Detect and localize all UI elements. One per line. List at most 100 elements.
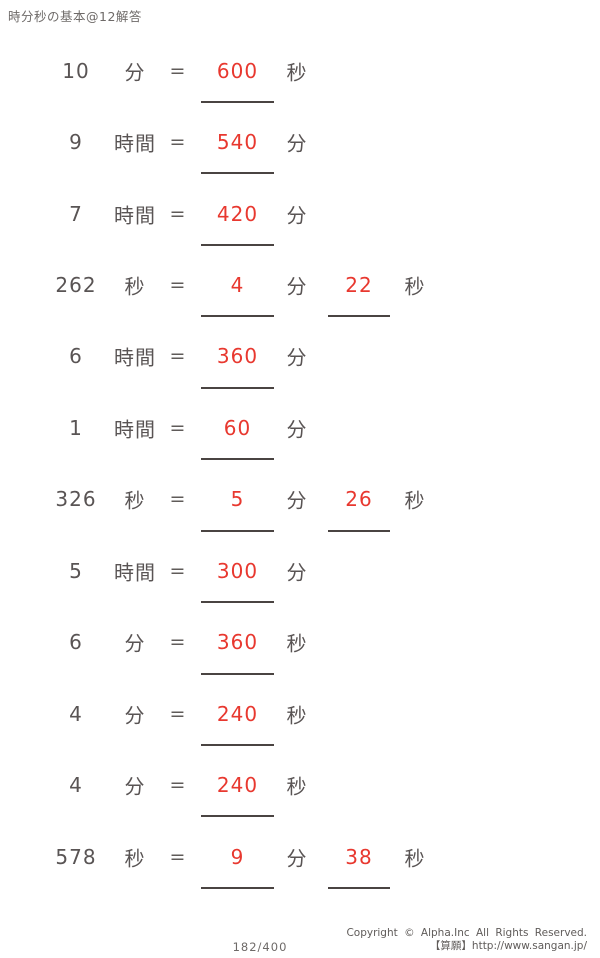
answer-unit: 秒 bbox=[286, 631, 308, 656]
problem-unit: 時間 bbox=[114, 203, 156, 228]
problem-value: 6 bbox=[69, 630, 83, 655]
answer-underline bbox=[201, 672, 274, 675]
problem-value: 262 bbox=[55, 273, 97, 298]
equals-sign: = bbox=[169, 59, 187, 82]
answer-underline bbox=[201, 815, 274, 818]
answer-value: 420 bbox=[216, 201, 259, 226]
answer-unit: 分 bbox=[286, 560, 308, 585]
answer-unit: 秒 bbox=[286, 774, 308, 799]
problem-value: 1 bbox=[69, 415, 83, 440]
problem-unit: 時間 bbox=[114, 345, 156, 370]
page-number: 182/400 bbox=[232, 940, 288, 954]
problem-row: 578 秒 = 9 分 38 秒 bbox=[0, 821, 600, 892]
problem-value: 326 bbox=[55, 487, 97, 512]
answer-underline-2 bbox=[328, 315, 390, 318]
problem-unit: 時間 bbox=[114, 417, 156, 442]
problem-row: 4 分 = 240 秒 bbox=[0, 678, 600, 749]
answer-underline bbox=[201, 886, 274, 889]
problem-row: 7 時間 = 420 分 bbox=[0, 178, 600, 249]
problem-row: 5 時間 = 300 分 bbox=[0, 535, 600, 606]
equals-sign: = bbox=[169, 345, 187, 368]
equals-sign: = bbox=[169, 631, 187, 654]
problem-value: 9 bbox=[69, 130, 83, 155]
copyright-notice: Copyright © Alpha.Inc All Rights Reserve… bbox=[346, 927, 587, 952]
answer-value: 600 bbox=[216, 58, 259, 83]
answer-value-2: 22 bbox=[345, 273, 373, 298]
answer-unit: 秒 bbox=[286, 703, 308, 728]
problem-row: 1 時間 = 60 分 bbox=[0, 392, 600, 463]
answer-value-2: 26 bbox=[345, 487, 373, 512]
problem-value: 10 bbox=[62, 58, 90, 83]
answer-unit-2: 秒 bbox=[404, 488, 426, 513]
problem-row: 6 時間 = 360 分 bbox=[0, 321, 600, 392]
problem-value: 5 bbox=[69, 558, 83, 583]
answer-value: 60 bbox=[223, 415, 252, 440]
answer-unit: 分 bbox=[286, 846, 308, 871]
problem-row: 6 分 = 360 秒 bbox=[0, 607, 600, 678]
answer-unit-2: 秒 bbox=[404, 274, 426, 299]
answer-unit: 分 bbox=[286, 488, 308, 513]
answer-underline bbox=[201, 315, 274, 318]
equals-sign: = bbox=[169, 559, 187, 582]
equals-sign: = bbox=[169, 488, 187, 511]
answer-value: 360 bbox=[216, 344, 259, 369]
answer-underline-2 bbox=[328, 529, 390, 532]
problem-unit: 分 bbox=[124, 60, 146, 85]
copyright-line2: 【算願】http://www.sangan.jp/ bbox=[429, 939, 587, 952]
equals-sign: = bbox=[169, 845, 187, 868]
answer-unit: 分 bbox=[286, 417, 308, 442]
problem-value: 578 bbox=[55, 844, 97, 869]
equals-sign: = bbox=[169, 274, 187, 297]
answer-unit: 分 bbox=[286, 203, 308, 228]
problem-list: 10 分 = 600 秒 9 時間 = 540 分 7 時間 = 420 分 2… bbox=[0, 35, 600, 892]
problem-unit: 分 bbox=[124, 631, 146, 656]
problem-unit: 秒 bbox=[124, 274, 146, 299]
answer-underline bbox=[201, 172, 274, 175]
problem-unit: 分 bbox=[124, 703, 146, 728]
answer-value: 540 bbox=[216, 130, 259, 155]
copyright-line1: Copyright © Alpha.Inc All Rights Reserve… bbox=[346, 927, 587, 939]
equals-sign: = bbox=[169, 202, 187, 225]
equals-sign: = bbox=[169, 416, 187, 439]
equals-sign: = bbox=[169, 774, 187, 797]
problem-row: 9 時間 = 540 分 bbox=[0, 106, 600, 177]
answer-value: 300 bbox=[216, 558, 259, 583]
problem-value: 6 bbox=[69, 344, 83, 369]
answer-unit: 分 bbox=[286, 274, 308, 299]
answer-underline bbox=[201, 458, 274, 461]
answer-underline bbox=[201, 101, 274, 103]
problem-value: 4 bbox=[69, 701, 83, 726]
equals-sign: = bbox=[169, 131, 187, 154]
problem-row: 326 秒 = 5 分 26 秒 bbox=[0, 464, 600, 535]
problem-unit: 分 bbox=[124, 774, 146, 799]
equals-sign: = bbox=[169, 702, 187, 725]
answer-value: 4 bbox=[230, 273, 245, 298]
answer-underline bbox=[201, 386, 274, 389]
answer-unit: 秒 bbox=[286, 60, 308, 85]
problem-unit: 時間 bbox=[114, 131, 156, 156]
problem-unit: 時間 bbox=[114, 560, 156, 585]
answer-underline bbox=[201, 743, 274, 746]
problem-row: 262 秒 = 4 分 22 秒 bbox=[0, 249, 600, 320]
problem-value: 4 bbox=[69, 773, 83, 798]
answer-underline bbox=[201, 601, 274, 604]
answer-unit-2: 秒 bbox=[404, 846, 426, 871]
answer-value: 9 bbox=[230, 844, 245, 869]
answer-value: 240 bbox=[216, 701, 259, 726]
answer-value: 5 bbox=[230, 487, 245, 512]
page-title: 時分秒の基本@12解答 bbox=[8, 9, 142, 24]
problem-unit: 秒 bbox=[124, 488, 146, 513]
answer-value: 360 bbox=[216, 630, 259, 655]
problem-value: 7 bbox=[69, 201, 83, 226]
answer-unit: 分 bbox=[286, 345, 308, 370]
answer-value-2: 38 bbox=[345, 844, 373, 869]
answer-value: 240 bbox=[216, 773, 259, 798]
answer-underline-2 bbox=[328, 886, 390, 889]
problem-row: 10 分 = 600 秒 bbox=[0, 35, 600, 106]
answer-underline bbox=[201, 243, 274, 246]
problem-unit: 秒 bbox=[124, 846, 146, 871]
answer-unit: 分 bbox=[286, 131, 308, 156]
problem-row: 4 分 = 240 秒 bbox=[0, 749, 600, 820]
answer-underline bbox=[201, 529, 274, 532]
